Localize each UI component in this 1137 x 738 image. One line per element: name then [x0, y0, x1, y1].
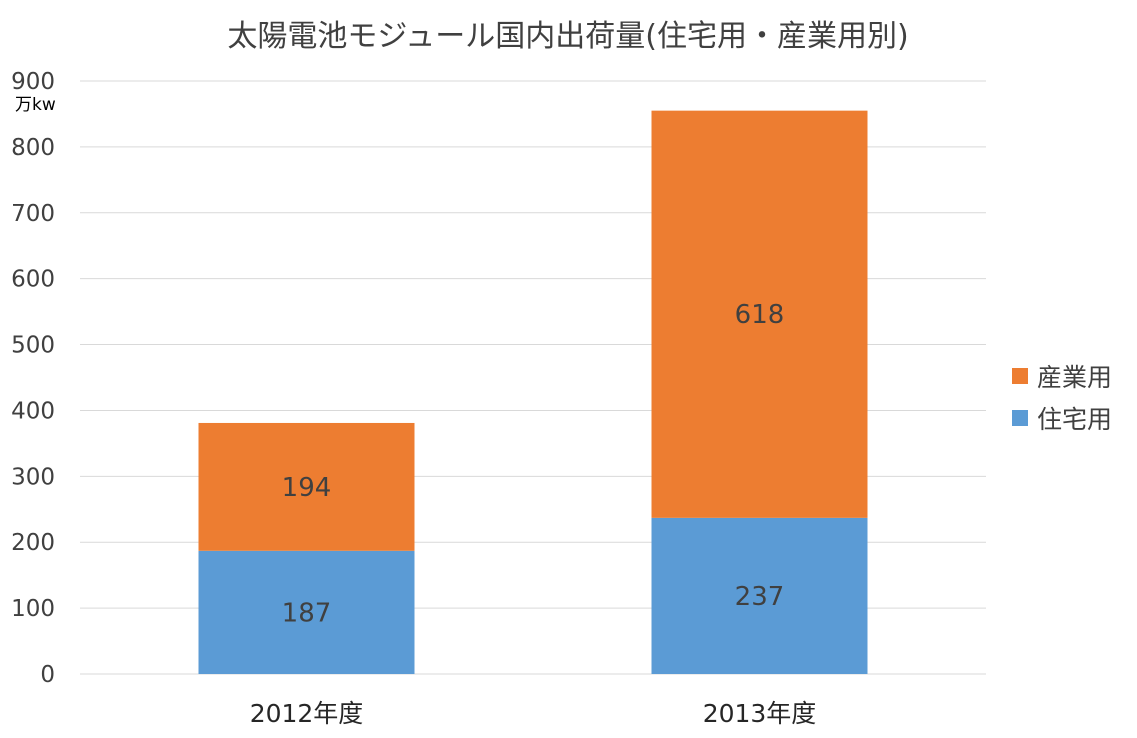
y-tick-label: 500 [11, 333, 55, 359]
y-tick-label: 300 [11, 464, 55, 490]
legend-label: 住宅用 [1037, 405, 1112, 434]
y-tick-label: 0 [40, 662, 55, 688]
legend-label: 産業用 [1037, 363, 1112, 392]
data-label: 194 [282, 473, 332, 503]
x-tick-label: 2013年度 [703, 699, 817, 728]
y-tick-label: 800 [11, 135, 55, 161]
bar-segment [198, 550, 415, 674]
bar-segment [198, 422, 415, 551]
y-tick-label: 200 [11, 530, 55, 556]
x-tick-label: 2012年度 [250, 699, 364, 728]
data-labels: 187 194 237 618 [282, 300, 785, 628]
x-axis-ticks: 2012年度 2013年度 [250, 699, 817, 728]
legend-swatch [1012, 368, 1028, 384]
data-label: 618 [735, 300, 785, 330]
bar-segment [651, 110, 868, 518]
data-label: 187 [282, 598, 332, 628]
y-axis-ticks: 0 100 200 300 400 500 600 700 800 900 [11, 69, 55, 688]
legend-swatch [1012, 410, 1028, 426]
data-label: 237 [735, 582, 785, 612]
y-tick-label: 100 [11, 596, 55, 622]
y-tick-label: 400 [11, 398, 55, 424]
bars [198, 110, 868, 674]
bar-segment [651, 517, 868, 674]
y-axis-unit-label: 万kw [15, 95, 56, 115]
y-tick-label: 900 [11, 69, 55, 95]
chart-title: 太陽電池モジュール国内出荷量(住宅用・産業用別) [227, 19, 908, 54]
y-tick-label: 700 [11, 201, 55, 227]
y-tick-label: 600 [11, 267, 55, 293]
